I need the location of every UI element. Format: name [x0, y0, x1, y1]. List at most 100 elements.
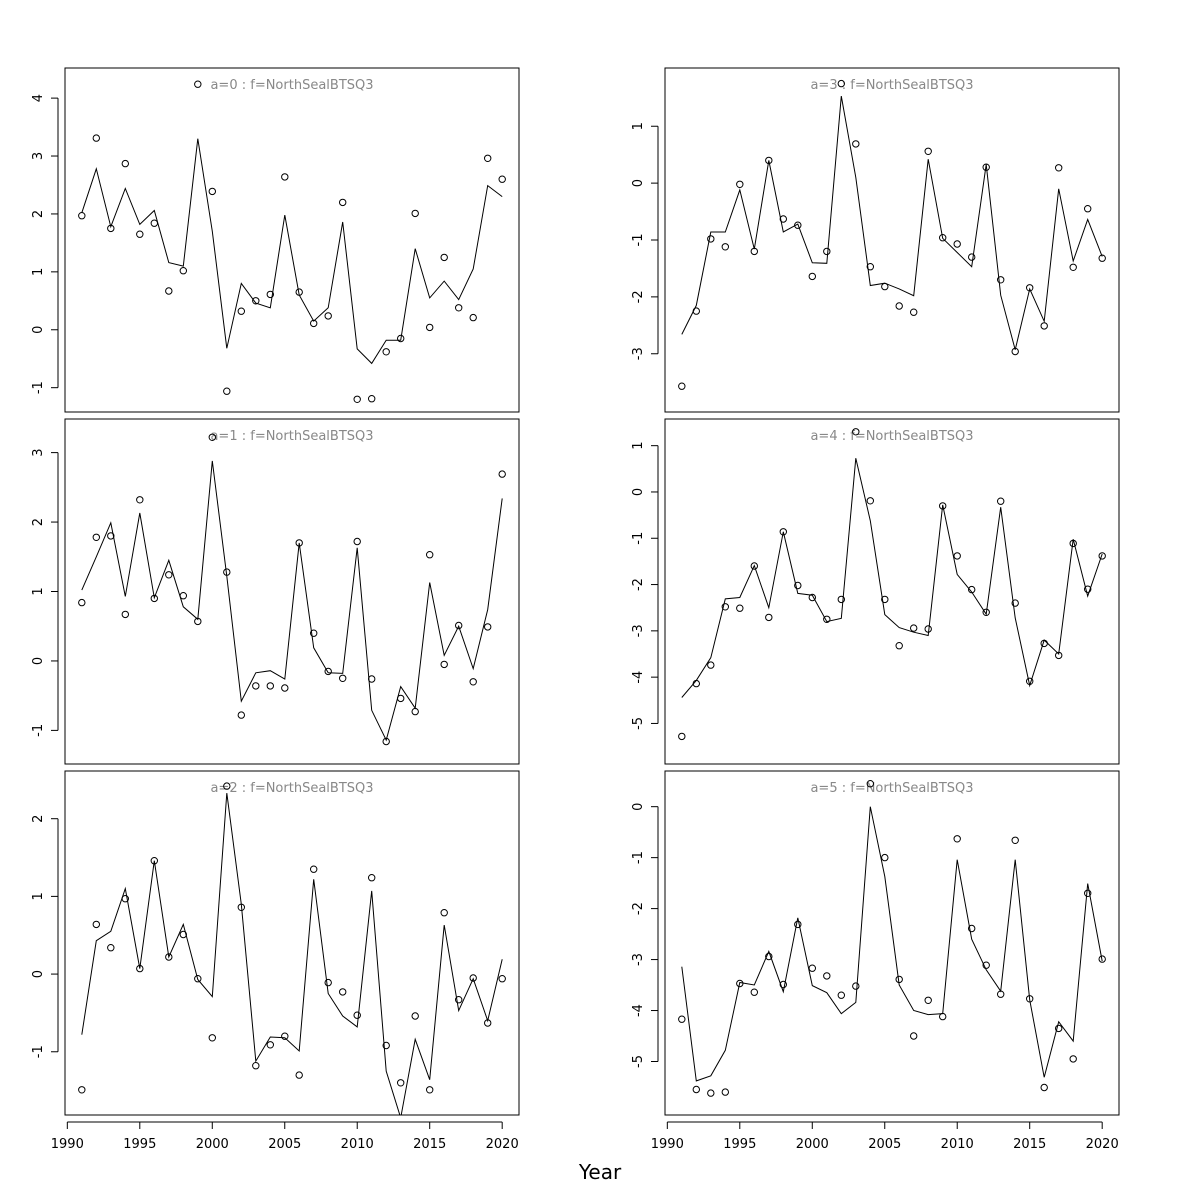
observed-point	[179, 930, 188, 939]
observed-point	[397, 334, 405, 343]
y-tick-label: 4	[31, 94, 46, 102]
observed-point	[498, 175, 506, 183]
panel-title: a=3 : f=NorthSealBTSQ3	[810, 78, 973, 93]
observed-point	[895, 302, 903, 310]
observed-point	[1069, 1055, 1077, 1063]
observed-point	[794, 581, 802, 590]
plot-area	[78, 782, 506, 1115]
observed-point	[707, 661, 715, 669]
observed-point	[765, 156, 773, 165]
observed-point	[707, 1089, 715, 1097]
observed-point	[968, 924, 976, 933]
observed-point	[455, 621, 463, 630]
observed-point	[208, 433, 217, 441]
plot-frame	[64, 67, 520, 413]
observed-point	[295, 1071, 303, 1079]
observed-point	[721, 1088, 729, 1096]
observed-point	[324, 978, 332, 987]
y-tick-label: 1	[31, 587, 46, 595]
observed-point	[339, 674, 347, 682]
observed-point	[721, 603, 729, 611]
observed-point	[910, 624, 918, 632]
x-tick-label: 2010	[941, 1137, 974, 1152]
observed-point	[808, 964, 816, 972]
panel-1: a=0 : f=NorthSealBTSQ3 -1 0 1 2 3 4	[31, 67, 520, 413]
observed-point	[866, 780, 874, 788]
y-tick-label: 1	[631, 122, 646, 130]
observed-point	[121, 610, 130, 619]
y-tick-label: 1	[31, 268, 46, 276]
observed-point	[982, 961, 990, 969]
observed-point	[484, 623, 492, 631]
observed-point	[1069, 263, 1077, 271]
observed-point	[353, 1011, 361, 1019]
y-tick-label: 1	[631, 442, 646, 450]
observed-point	[866, 497, 874, 505]
observed-point	[440, 253, 448, 262]
observed-point	[982, 163, 990, 171]
observed-point	[484, 154, 492, 163]
y-tick-label: -1	[631, 234, 646, 247]
y-tick-label: 0	[631, 488, 646, 496]
observed-point	[1055, 1024, 1063, 1033]
x-tick-label: 1995	[723, 1137, 756, 1152]
panel-title: a=2 : f=NorthSealBTSQ3	[210, 781, 373, 796]
panels-group: a=0 : f=NorthSealBTSQ3 -1 0 1 2 3 4 a=3 : f=Nor…	[31, 67, 1120, 1152]
fitted-line	[681, 458, 1103, 698]
panel-4: a=4 : f=NorthSealBTSQ3 -5 -4 -3 -2 -1 0 1	[631, 418, 1120, 765]
observed-point	[107, 532, 115, 540]
panel-title: a=5 : f=NorthSealBTSQ3	[810, 781, 973, 796]
fitted-line	[81, 460, 503, 742]
x-tick-label: 2020	[486, 1137, 519, 1152]
observed-point	[852, 140, 860, 148]
panel-6: a=5 : f=NorthSealBTSQ3 -5 -4 -3 -2 -1 0 1990 199…	[631, 770, 1120, 1152]
panel-title: a=0 : f=NorthSealBTSQ3	[210, 78, 373, 93]
x-tick-label: 2015	[413, 1137, 446, 1152]
observed-point	[78, 598, 86, 607]
x-tick-label: 2020	[1086, 1137, 1119, 1152]
plot-area	[678, 79, 1106, 390]
observed-point	[440, 660, 448, 669]
observed-point	[440, 909, 448, 917]
y-tick-label: -5	[631, 1055, 646, 1068]
observed-point	[252, 1062, 260, 1070]
observed-point	[852, 982, 860, 990]
y-tick-label: -3	[631, 347, 646, 360]
observed-point	[266, 1041, 274, 1049]
x-axis-title: Year	[578, 1160, 622, 1184]
plot-frame	[64, 418, 520, 765]
x-tick-label: 1995	[123, 1137, 156, 1152]
observed-point	[78, 1086, 86, 1094]
observed-point	[324, 667, 332, 676]
y-tick-label: -1	[31, 724, 46, 737]
observed-point	[92, 134, 101, 142]
observed-point	[953, 552, 961, 560]
observed-point	[953, 240, 961, 248]
observed-point	[750, 562, 758, 570]
y-tick-label: -3	[631, 624, 646, 637]
observed-point	[1098, 254, 1106, 262]
y-tick-label: 0	[31, 657, 46, 665]
plot-area	[678, 780, 1106, 1097]
observed-point	[997, 497, 1005, 505]
y-tick-label: -3	[631, 953, 646, 966]
observed-point	[353, 537, 361, 546]
observed-point	[779, 528, 787, 536]
panel-title: a=4 : f=NorthSealBTSQ3	[810, 429, 973, 444]
y-tick-label: 0	[631, 179, 646, 187]
observed-point	[107, 944, 115, 952]
observed-point	[310, 629, 318, 637]
observed-point	[252, 297, 260, 305]
observed-point	[1098, 955, 1106, 963]
plot-area	[678, 428, 1106, 741]
observed-point	[194, 80, 202, 88]
observed-point	[678, 382, 686, 390]
observed-point	[765, 613, 773, 622]
observed-point	[852, 428, 860, 436]
panel-title: a=1 : f=NorthSealBTSQ3	[210, 429, 373, 444]
observed-point	[895, 642, 903, 650]
y-tick-label: 2	[31, 815, 46, 823]
observed-point	[368, 874, 376, 882]
plot-frame	[664, 67, 1120, 413]
